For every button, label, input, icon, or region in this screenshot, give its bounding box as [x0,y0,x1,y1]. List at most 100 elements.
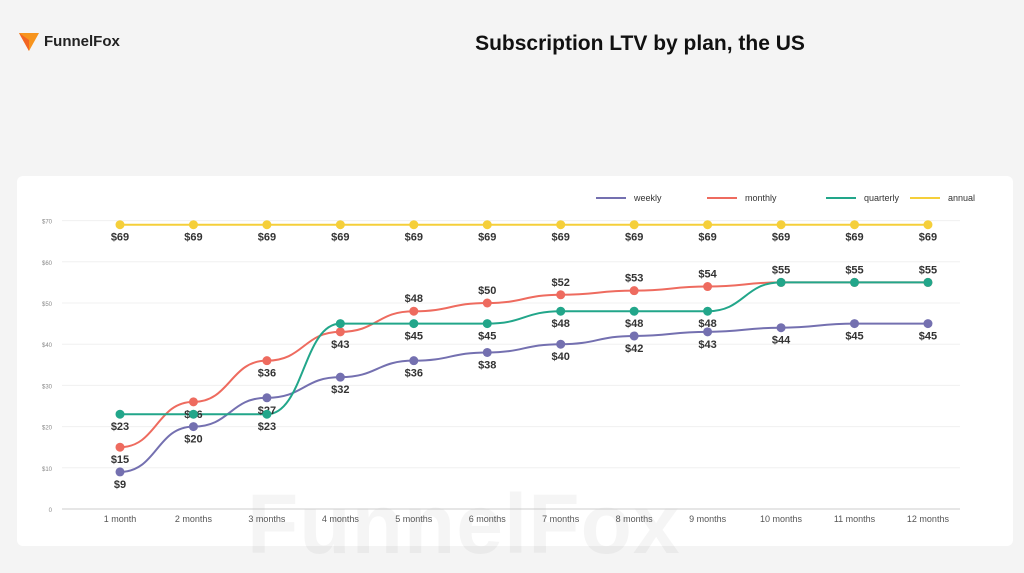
data-point-quarterly [776,277,786,287]
data-point-monthly [703,282,713,292]
x-tick-label: 9 months [689,514,727,524]
data-label-monthly: $55 [919,264,937,276]
data-point-weekly [923,319,933,329]
x-tick-label: 4 months [322,514,360,524]
data-label-annual: $69 [258,232,276,244]
fox-logo-icon [19,33,39,51]
data-point-quarterly [262,409,272,419]
data-label-quarterly: $48 [552,318,570,330]
x-tick-label: 7 months [542,514,580,524]
data-point-monthly [188,397,198,407]
data-label-quarterly: $48 [625,318,643,330]
brand-logo: FunnelFox [18,30,120,52]
data-point-quarterly [409,319,419,329]
data-label-quarterly: $23 [111,421,129,433]
data-label-monthly: $54 [698,269,717,281]
data-point-monthly [629,286,639,296]
data-label-weekly: $45 [919,331,937,343]
x-tick-label: 6 months [469,514,507,524]
data-label-quarterly: $48 [698,318,716,330]
legend-label-annual: annual [948,193,975,203]
data-point-quarterly [115,409,125,419]
legend-label-quarterly: quarterly [864,193,900,203]
data-label-monthly: $50 [478,285,496,297]
data-point-weekly [776,323,786,333]
data-label-weekly: $45 [845,331,863,343]
data-label-monthly: $43 [331,339,349,351]
data-point-annual [188,220,198,230]
data-label-annual: $69 [845,232,863,244]
data-point-quarterly [335,319,345,329]
data-point-monthly [556,290,566,300]
data-label-monthly: $53 [625,273,643,285]
data-point-weekly [629,331,639,341]
data-point-annual [262,220,272,230]
data-point-annual [115,220,125,230]
x-tick-label: 10 months [760,514,803,524]
x-tick-label: 12 months [907,514,950,524]
data-point-monthly [482,298,492,308]
data-point-annual [703,220,713,230]
data-point-quarterly [482,319,492,329]
data-label-quarterly: $23 [258,421,276,433]
data-label-annual: $69 [919,232,937,244]
x-tick-label: 1 month [104,514,137,524]
data-point-weekly [188,422,198,432]
data-label-annual: $69 [184,232,202,244]
data-label-monthly: $55 [845,264,863,276]
data-point-quarterly [629,306,639,316]
page-title: Subscription LTV by plan, the US [475,32,805,55]
data-label-annual: $69 [478,232,496,244]
data-point-weekly [115,467,125,477]
data-label-monthly: $15 [111,454,129,466]
data-point-annual [629,220,639,230]
data-point-annual [923,220,933,230]
data-point-annual [850,220,859,230]
x-tick-label: 11 months [834,514,876,524]
data-point-quarterly [923,277,933,287]
x-tick-label: 3 months [248,514,286,524]
data-point-annual [335,220,345,230]
legend-label-monthly: monthly [745,193,777,203]
data-label-weekly: $44 [772,335,791,347]
data-label-annual: $69 [331,232,349,244]
data-point-annual [776,220,786,230]
x-tick-label: 8 months [616,514,654,524]
y-tick-label: 0 [49,508,53,514]
data-label-quarterly: $45 [478,331,496,343]
data-label-monthly: $36 [258,368,276,380]
data-label-weekly: $9 [114,479,126,491]
legend-label-weekly: weekly [633,193,662,203]
data-point-weekly [409,356,419,366]
data-label-weekly: $43 [698,339,716,351]
y-tick-label: $70 [42,220,53,226]
data-label-annual: $69 [772,232,790,244]
data-label-weekly: $42 [625,343,643,355]
data-point-monthly [115,442,125,452]
data-label-weekly: $36 [405,368,423,380]
data-point-quarterly [556,306,566,316]
data-label-monthly: $55 [772,264,790,276]
series-line-weekly [119,322,928,473]
y-tick-label: $20 [42,426,53,432]
data-label-monthly: $52 [552,277,570,289]
series-line-monthly [119,281,928,449]
data-point-weekly [335,372,345,382]
data-point-weekly [703,327,713,337]
data-label-weekly: $32 [331,384,349,396]
x-tick-label: 5 months [395,514,433,524]
data-point-annual [409,220,419,230]
data-point-quarterly [188,409,198,419]
data-point-weekly [482,347,492,357]
data-point-quarterly [850,277,859,287]
y-tick-label: $10 [42,467,53,473]
ltv-line-chart: 0 $10 $20 $30 $40 $50 $60 $70 1 month 2 months 3 m… [42,193,975,524]
data-point-weekly [850,319,859,329]
data-point-annual [482,220,492,230]
data-label-weekly: $20 [184,434,202,446]
y-tick-label: $30 [42,384,53,390]
data-label-weekly: $38 [478,359,496,371]
chart-card: FunnelFox [17,176,1013,546]
brand-name: FunnelFox [44,32,120,50]
data-label-monthly: $48 [405,293,423,305]
